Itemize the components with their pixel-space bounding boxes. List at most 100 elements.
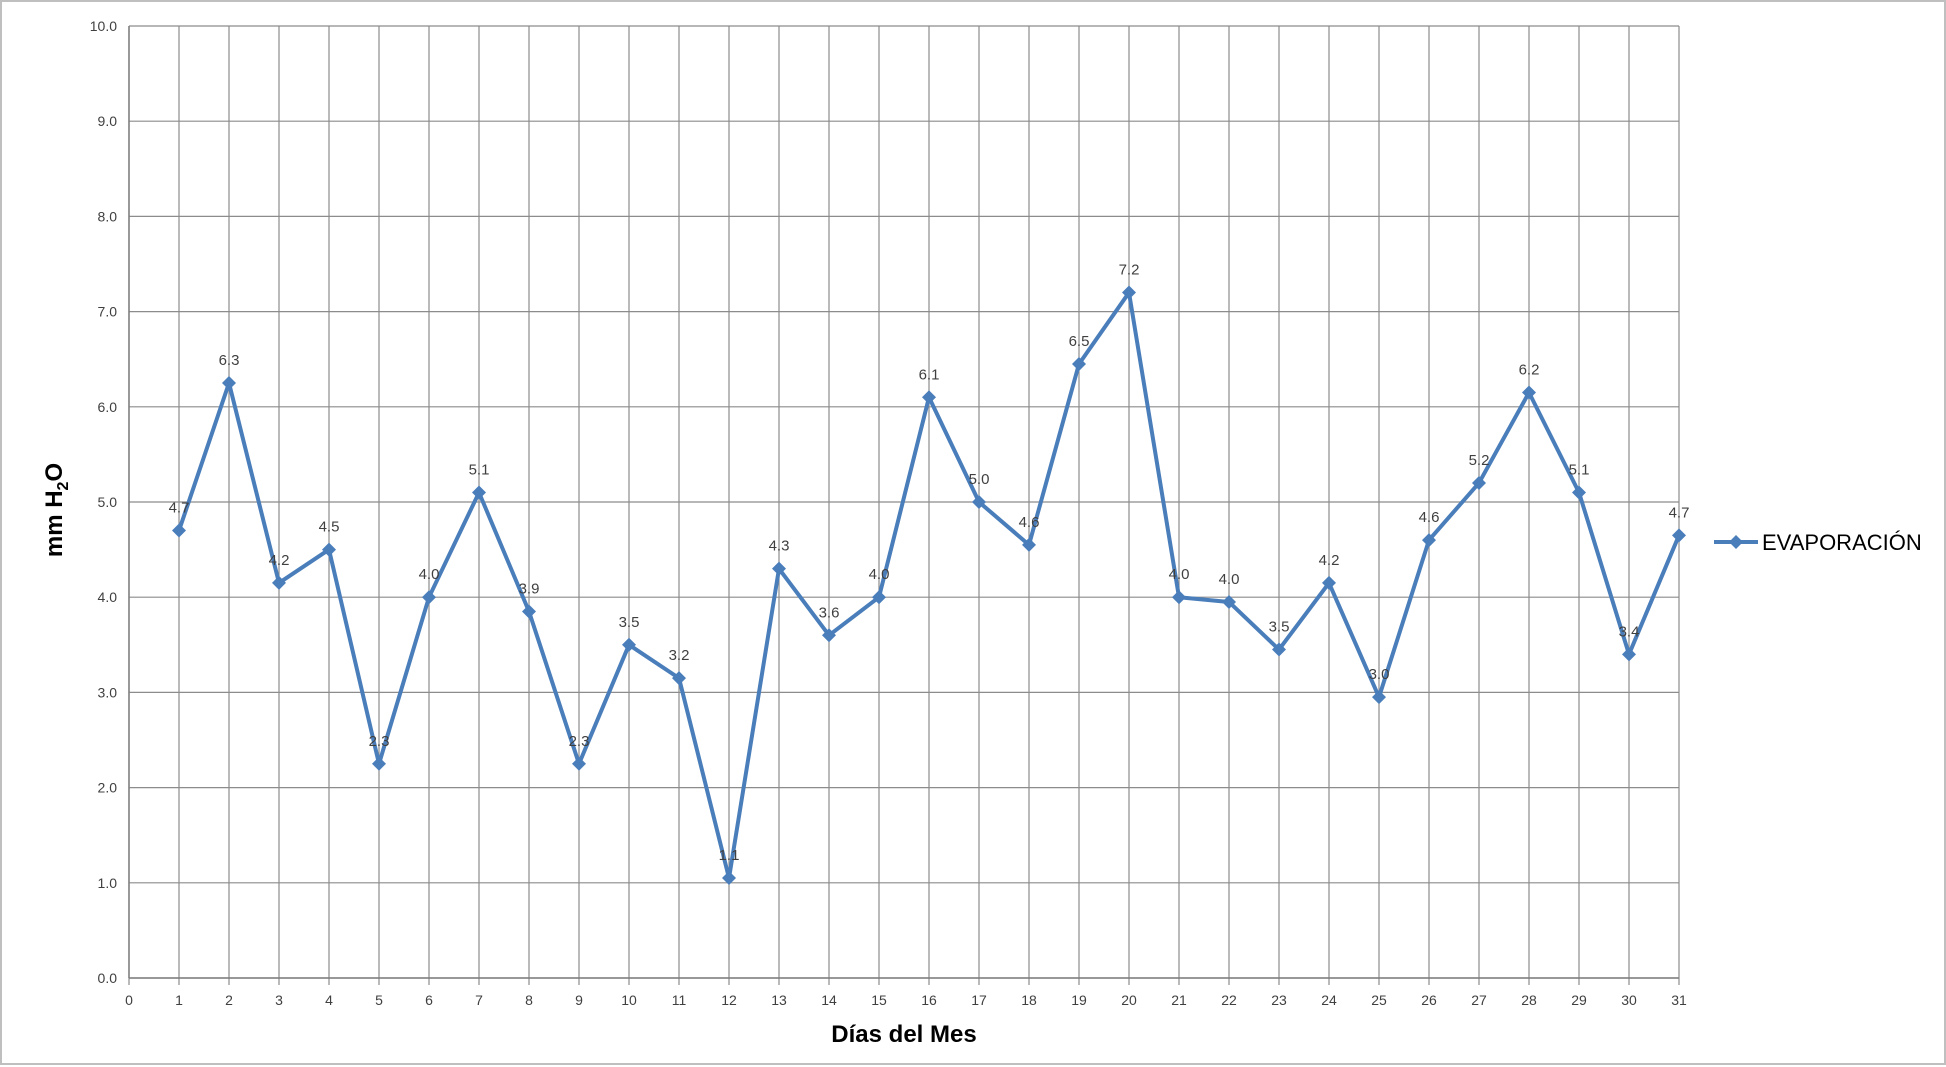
data-label: 3.5: [1269, 619, 1290, 636]
y-tick-label: 0.0: [98, 970, 118, 986]
data-label: 4.0: [869, 566, 890, 583]
data-point: [1272, 642, 1286, 657]
x-tick-label: 20: [1121, 992, 1137, 1008]
x-tick-label: 7: [475, 992, 483, 1008]
x-tick-label: 25: [1371, 992, 1387, 1008]
data-point: [322, 542, 336, 557]
data-point: [272, 575, 286, 590]
y-tick-label: 6.0: [98, 399, 118, 415]
legend: EVAPORACIÓN: [1714, 530, 1922, 555]
y-tick-label: 8.0: [98, 208, 118, 224]
x-tick-label: 31: [1671, 992, 1687, 1008]
x-tick-label: 26: [1421, 992, 1437, 1008]
data-label: 6.2: [1519, 362, 1540, 379]
x-tick-label: 12: [721, 992, 737, 1008]
x-tick-label: 27: [1471, 992, 1487, 1008]
data-point: [1122, 285, 1136, 300]
data-label: 4.0: [1169, 566, 1190, 583]
y-tick-label: 5.0: [98, 494, 118, 510]
x-tick-label: 16: [921, 992, 937, 1008]
data-label: 4.2: [269, 552, 290, 569]
data-label: 3.2: [669, 647, 690, 664]
data-label: 4.0: [1219, 571, 1240, 588]
data-point: [672, 671, 686, 686]
data-point: [1222, 594, 1236, 609]
x-tick-label: 2: [225, 992, 233, 1008]
data-point: [1372, 690, 1386, 705]
data-point: [472, 485, 486, 500]
x-tick-label: 24: [1321, 992, 1337, 1008]
x-tick-label: 28: [1521, 992, 1537, 1008]
y-axis-title: mm H2O: [41, 463, 72, 557]
x-tick-label: 4: [325, 992, 333, 1008]
x-tick-label: 23: [1271, 992, 1287, 1008]
data-label: 4.3: [769, 538, 790, 555]
data-point: [722, 871, 736, 886]
data-point: [372, 756, 386, 771]
x-tick-label: 10: [621, 992, 637, 1008]
y-tick-label: 4.0: [98, 589, 118, 605]
data-label: 6.5: [1069, 333, 1090, 350]
axes: 0.01.02.03.04.05.06.07.08.09.010.00 1 2 3 4 5…: [90, 18, 1687, 1008]
data-label: 6.3: [219, 352, 240, 369]
data-label: 4.7: [1669, 504, 1690, 521]
data-label: 4.6: [1019, 514, 1040, 531]
x-tick-label: 21: [1171, 992, 1187, 1008]
data-point: [1022, 537, 1036, 552]
data-point: [972, 495, 986, 509]
x-tick-label: 13: [771, 992, 787, 1008]
data-point: [172, 523, 186, 538]
data-point: [822, 628, 836, 643]
data-point: [222, 376, 236, 390]
x-tick-label: 1: [175, 992, 183, 1008]
data-label: 1.1: [719, 847, 740, 864]
x-axis-title: Días del Mes: [831, 1021, 976, 1048]
x-tick-label: 11: [672, 992, 687, 1008]
x-tick-label: 14: [821, 992, 837, 1008]
data-point: [1622, 647, 1636, 662]
data-label: 5.2: [1469, 452, 1490, 469]
data-point: [622, 637, 636, 652]
data-label: 4.7: [169, 500, 190, 517]
data-label: 2.3: [369, 733, 390, 750]
data-point: [522, 604, 536, 619]
y-tick-label: 2.0: [98, 780, 118, 796]
data-point: [572, 756, 586, 771]
data-point: [922, 390, 936, 405]
data-label: 5.0: [969, 471, 990, 488]
data-point: [772, 561, 786, 576]
data-point: [1322, 575, 1336, 590]
x-tick-label: 18: [1021, 992, 1037, 1008]
data-label: 5.1: [469, 461, 490, 478]
y-tick-label: 1.0: [98, 875, 118, 891]
data-label: 5.1: [1569, 461, 1590, 478]
x-tick-label: 17: [971, 992, 987, 1008]
data-point: [1522, 385, 1536, 400]
x-tick-label: 29: [1571, 992, 1587, 1008]
x-tick-label: 22: [1221, 992, 1237, 1008]
data-label: 4.6: [1419, 509, 1440, 526]
data-point: [1472, 475, 1486, 490]
data-label: 3.5: [619, 614, 640, 631]
data-label: 3.0: [1369, 666, 1390, 683]
data-label: 6.1: [919, 366, 940, 383]
data-point: [422, 590, 436, 605]
x-tick-label: 3: [275, 992, 283, 1008]
x-tick-label: 9: [575, 992, 583, 1008]
x-tick-label: 6: [425, 992, 433, 1008]
data-label: 7.2: [1119, 262, 1140, 279]
data-label: 4.5: [319, 519, 340, 536]
x-tick-label: 15: [871, 992, 887, 1008]
data-label: 3.9: [519, 580, 540, 597]
y-tick-label: 10.0: [90, 18, 117, 34]
data-label: 4.0: [419, 566, 440, 583]
data-label: 2.3: [569, 733, 590, 750]
x-tick-label: 0: [125, 992, 133, 1008]
data-point: [872, 590, 886, 605]
legend-label: EVAPORACIÓN: [1762, 530, 1922, 555]
x-tick-label: 19: [1071, 992, 1087, 1008]
x-tick-label: 30: [1621, 992, 1637, 1008]
data-point: [1172, 590, 1186, 605]
